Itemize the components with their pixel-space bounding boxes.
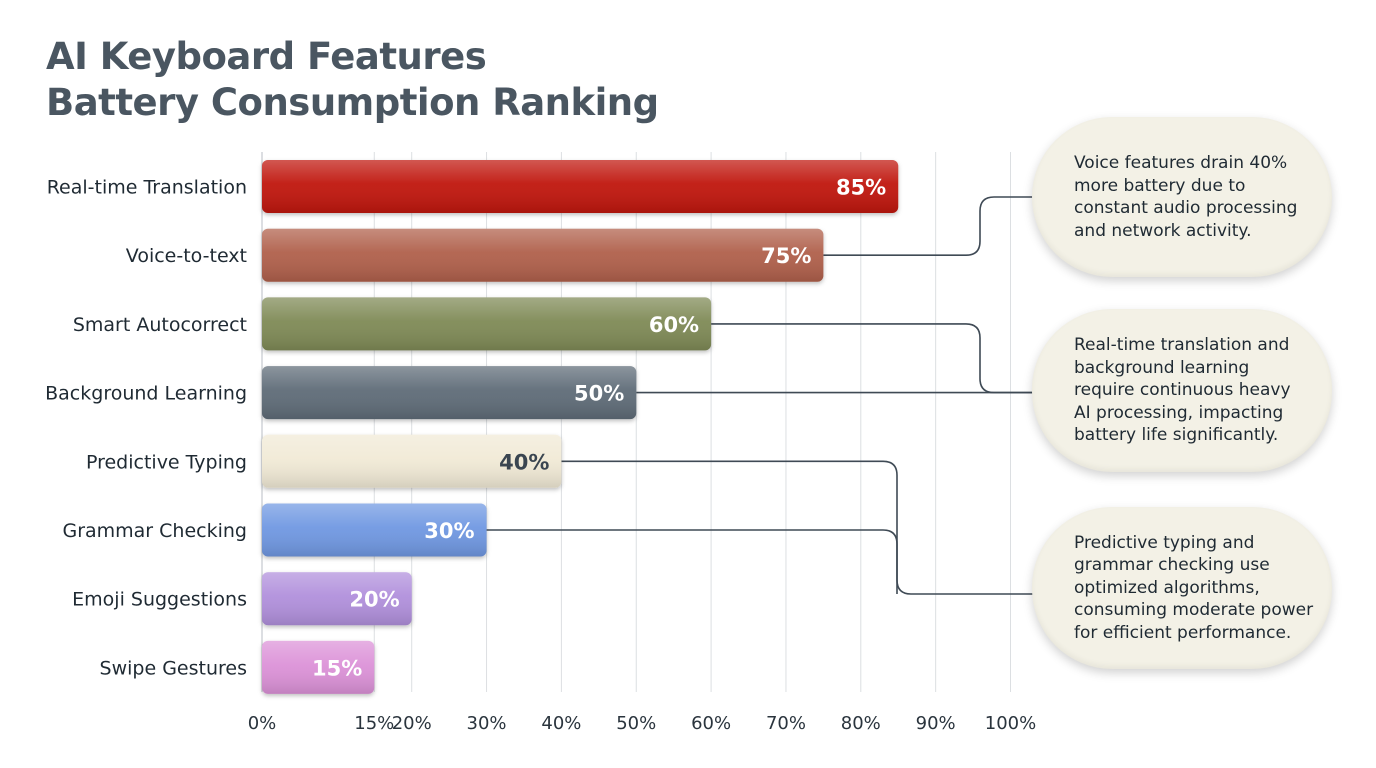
callout-text-line: Real-time translation and <box>1074 335 1290 356</box>
x-tick-label: 80% <box>841 713 881 734</box>
callout-connectors <box>486 196 1034 595</box>
category-label: Emoji Suggestions <box>72 589 247 611</box>
bar-value-label: 85% <box>836 176 886 200</box>
bar-value-label: 40% <box>499 450 549 474</box>
bar-gloss-3 <box>262 366 637 420</box>
x-tick-label: 90% <box>916 713 956 734</box>
callout-translation-learning: Real-time translation and background lear… <box>1032 309 1332 472</box>
category-label: Smart Autocorrect <box>73 314 247 336</box>
category-labels: Real-time Translation Voice-to-text Smart … <box>45 177 247 680</box>
category-label: Predictive Typing <box>86 451 247 473</box>
bar-gloss-2 <box>262 297 712 351</box>
callout-text-line: consuming moderate power <box>1074 600 1314 621</box>
x-tick-label: 50% <box>616 713 656 734</box>
callout-text-line: battery life significantly. <box>1074 425 1279 446</box>
bar-value-label: 60% <box>649 313 699 337</box>
callout-predictive-grammar: Predictive typing and grammar checking us… <box>1032 507 1332 669</box>
callout-text-line: more battery due to <box>1074 175 1246 196</box>
category-label: Swipe Gestures <box>100 657 247 679</box>
callout-text-line: for efficient performance. <box>1074 622 1292 643</box>
callout-text: Real-time translation and background lear… <box>1074 334 1291 447</box>
bar-gloss-7 <box>262 640 375 694</box>
bar-value-label: 15% <box>312 656 362 680</box>
callout-text-line: and network activity. <box>1074 220 1252 241</box>
x-axis-tick-labels: 0% 15%20% 30% 40% 50% 60% 70% 80% 90% 100% <box>248 713 1037 734</box>
bar-gloss-5 <box>262 503 487 557</box>
bars-group: 85% 75% 60% 50% 40% 30% 20% 15% <box>262 160 899 694</box>
title-line-1: AI Keyboard Features <box>46 35 487 78</box>
category-label: Grammar Checking <box>62 520 247 542</box>
x-tick-label: 40% <box>541 713 581 734</box>
callout-text-line: constant audio processing <box>1074 198 1298 218</box>
x-tick-label: 70% <box>766 713 806 734</box>
callout-text-line: Predictive typing and <box>1074 532 1255 553</box>
x-tick-label: 15% <box>354 713 394 734</box>
callout-text: Voice features drain 40% more battery due… <box>1074 152 1297 242</box>
callout-text-line: optimized algorithms, <box>1074 577 1260 598</box>
bar-value-label: 50% <box>574 382 624 406</box>
bar-gloss-0 <box>262 160 899 213</box>
title-line-2: Battery Consumption Ranking <box>46 81 659 124</box>
x-tick-label: 100% <box>985 713 1036 734</box>
bar-value-label: 30% <box>424 519 474 543</box>
bar-gloss-4 <box>262 434 562 488</box>
category-label: Voice-to-text <box>126 245 247 267</box>
callout-text: Predictive typing and grammar checking us… <box>1074 532 1313 645</box>
connector-smart-autocorrect <box>711 323 1034 394</box>
category-label: Real-time Translation <box>47 177 247 199</box>
callout-text-line: AI processing, impacting <box>1074 402 1284 423</box>
connector-grammar-checking <box>486 529 898 594</box>
bar-gloss-1 <box>262 228 824 282</box>
bar-value-label: 75% <box>761 244 811 268</box>
callout-voice-features: Voice features drain 40% more battery due… <box>1032 117 1332 277</box>
chart-title: AI Keyboard Features Battery Consumption… <box>46 34 659 126</box>
x-tick-label: 20% <box>392 713 432 734</box>
category-label: Background Learning <box>45 383 247 405</box>
bar-value-label: 20% <box>349 588 399 612</box>
connector-predictive-typing <box>561 460 1034 595</box>
x-tick-label: 60% <box>691 713 731 734</box>
callout-text-line: background learning <box>1074 357 1250 378</box>
callout-text-line: require continuous heavy <box>1074 380 1291 401</box>
x-tick-label: 30% <box>467 713 507 734</box>
x-tick-label: 0% <box>248 713 277 734</box>
connector-voice-to-text <box>823 196 1034 256</box>
callout-text-line: Voice features drain 40% <box>1074 153 1288 173</box>
bar-gloss-6 <box>262 572 412 626</box>
callout-text-line: grammar checking use <box>1074 555 1270 576</box>
